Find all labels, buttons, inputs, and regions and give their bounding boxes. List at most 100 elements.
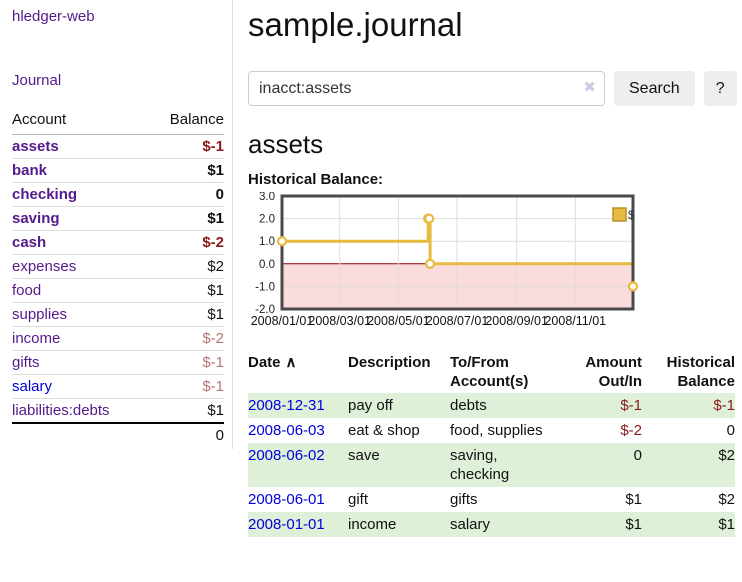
search-help-button[interactable]: ? xyxy=(703,71,737,106)
brand-link[interactable]: hledger-web xyxy=(12,8,95,25)
transaction-amount: $1 xyxy=(625,491,642,508)
transaction-balance: $2 xyxy=(718,491,735,508)
register-row: 2008-12-31 pay off debts $-1 $-1 xyxy=(248,393,735,418)
transaction-accounts: salary xyxy=(450,516,491,533)
transaction-balance: $-1 xyxy=(713,397,735,414)
sidebar-item-journal[interactable]: Journal xyxy=(12,72,62,89)
sidebar-account-balance: 0 xyxy=(148,182,224,207)
transaction-accounts: saving, checking xyxy=(450,447,510,483)
register-header-description: Description xyxy=(348,354,431,371)
sidebar-account-link[interactable]: income xyxy=(12,330,61,347)
sidebar-account-link[interactable]: cash xyxy=(12,234,47,251)
accounts-total-value: 0 xyxy=(12,422,224,447)
sidebar-account-link[interactable]: gifts xyxy=(12,354,40,371)
data-point-marker xyxy=(627,281,639,292)
transaction-description: save xyxy=(348,447,380,464)
sidebar-account-balance: $1 xyxy=(148,302,224,327)
accounts-table: Account Balance assets $-1 bank $1 checking 0… xyxy=(12,109,224,447)
transaction-date-link[interactable]: 2008-06-01 xyxy=(248,491,325,508)
sidebar-account-balance: $-1 xyxy=(148,134,224,159)
sidebar-accounts-body: assets $-1 bank $1 checking 0 saving $1 cash $-2 e… xyxy=(12,134,224,424)
transaction-date-link[interactable]: 2008-01-01 xyxy=(248,516,325,533)
main-content: sample.journal ✖ Search ? assets Histori… xyxy=(233,0,742,537)
sidebar-account-link[interactable]: expenses xyxy=(12,258,77,275)
sidebar-account-row: gifts $-1 xyxy=(12,350,224,375)
svg-text:2008/09/01: 2008/09/01 xyxy=(485,314,548,328)
account-heading: assets xyxy=(248,129,324,159)
sidebar-account-link[interactable]: checking xyxy=(12,186,78,203)
sidebar-account-balance: $-1 xyxy=(148,374,224,399)
svg-text:-2.0: -2.0 xyxy=(255,304,275,316)
transaction-amount: $1 xyxy=(625,516,642,533)
sort-ascending-icon: ∧ xyxy=(285,354,297,371)
sidebar-account-row: salary $-1 xyxy=(12,374,224,399)
register-row: 2008-01-01 income salary $1 $1 xyxy=(248,512,735,537)
svg-text:3.0: 3.0 xyxy=(259,192,275,203)
accounts-header-balance: Balance xyxy=(148,109,224,135)
sidebar-account-link[interactable]: food xyxy=(12,282,42,299)
sidebar-account-row: income $-2 xyxy=(12,326,224,351)
transaction-accounts: gifts xyxy=(450,491,478,508)
historical-balance-chart: 3.0 2.0 1.0 0.0 -1.0 -2.02008/01/012008/03/01… xyxy=(251,192,639,328)
svg-text:2008/05/01: 2008/05/01 xyxy=(367,314,430,328)
legend-swatch xyxy=(612,207,627,222)
page-title: sample.journal xyxy=(248,6,463,43)
chart-title: Historical Balance: xyxy=(248,171,384,188)
transaction-balance: $2 xyxy=(718,447,735,464)
svg-text:2008/07/01: 2008/07/01 xyxy=(426,314,489,328)
sidebar-account-link[interactable]: supplies xyxy=(12,306,68,323)
sidebar-account-balance: $-1 xyxy=(148,350,224,375)
register-header-amount: Amount Out/In xyxy=(585,354,642,390)
sidebar-account-row: supplies $1 xyxy=(12,302,224,327)
transaction-amount: 0 xyxy=(633,447,642,464)
transaction-description: income xyxy=(348,516,397,533)
sidebar-account-row: liabilities:debts $1 xyxy=(12,398,224,424)
sidebar-account-link[interactable]: liabilities:debts xyxy=(12,402,110,419)
search-button[interactable]: Search xyxy=(614,71,695,106)
register-header-row: Date ∧ Description To/From Account(s) Amo… xyxy=(248,351,735,393)
transaction-date-link[interactable]: 2008-12-31 xyxy=(248,397,325,414)
page: hledger-web Journal Account Balance asse… xyxy=(0,0,742,537)
sidebar-account-balance: $2 xyxy=(148,254,224,279)
register-table: Date ∧ Description To/From Account(s) Amo… xyxy=(248,351,735,537)
data-point-marker xyxy=(424,213,435,224)
svg-text:2008/01/01: 2008/01/01 xyxy=(251,314,314,328)
svg-text:2.0: 2.0 xyxy=(259,214,275,226)
sidebar-account-link[interactable]: salary xyxy=(12,378,53,395)
svg-text:1.0: 1.0 xyxy=(259,236,275,248)
sidebar: hledger-web Journal Account Balance asse… xyxy=(0,0,233,449)
transaction-description: pay off xyxy=(348,397,393,414)
svg-text:-1.0: -1.0 xyxy=(255,281,275,293)
register-row: 2008-06-01 gift gifts $1 $2 xyxy=(248,487,735,512)
svg-text:2008/03/01: 2008/03/01 xyxy=(308,314,371,328)
sidebar-account-link[interactable]: bank xyxy=(12,162,48,179)
sidebar-account-balance: $1 xyxy=(148,398,224,424)
accounts-total-row: 0 xyxy=(12,422,224,447)
transaction-amount: $-1 xyxy=(620,397,642,414)
clear-search-icon[interactable]: ✖ xyxy=(583,79,596,96)
register-row: 2008-06-02 save saving, checking 0 $2 xyxy=(248,443,735,487)
transaction-date-link[interactable]: 2008-06-03 xyxy=(248,422,325,439)
transaction-description: eat & shop xyxy=(348,422,420,439)
sidebar-account-row: assets $-1 xyxy=(12,134,224,159)
accounts-header-row: Account Balance xyxy=(12,109,224,135)
transaction-amount: $-2 xyxy=(620,422,642,439)
register-header-date[interactable]: Date ∧ xyxy=(248,354,297,371)
transaction-balance: $1 xyxy=(718,516,735,533)
sidebar-account-balance: $-2 xyxy=(148,230,224,255)
sidebar-account-balance: $-2 xyxy=(148,326,224,351)
transaction-balance: 0 xyxy=(726,422,735,439)
sidebar-account-row: cash $-2 xyxy=(12,230,224,255)
search-input[interactable] xyxy=(248,71,605,106)
sidebar-account-link[interactable]: assets xyxy=(12,138,59,155)
sidebar-account-row: expenses $2 xyxy=(12,254,224,279)
sidebar-account-balance: $1 xyxy=(148,278,224,303)
transaction-date-link[interactable]: 2008-06-02 xyxy=(248,447,325,464)
sidebar-account-link[interactable]: saving xyxy=(12,210,60,227)
data-point-marker xyxy=(276,236,288,247)
accounts-header-account: Account xyxy=(12,109,149,135)
svg-text:0.0: 0.0 xyxy=(259,259,275,271)
sidebar-account-balance: $1 xyxy=(148,158,224,183)
transaction-accounts: debts xyxy=(450,397,487,414)
sidebar-account-balance: $1 xyxy=(148,206,224,231)
